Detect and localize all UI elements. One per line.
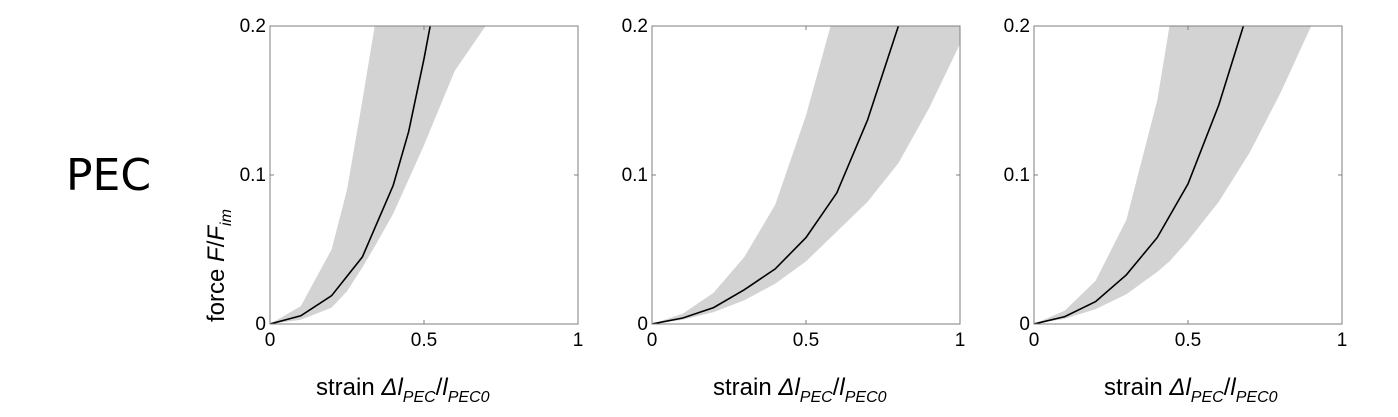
x-tick-label: 0.5 bbox=[1175, 330, 1201, 351]
x-tick-label: 0 bbox=[647, 330, 658, 351]
y-tick-label: 0.1 bbox=[240, 165, 266, 186]
x-tick-label: 0 bbox=[1029, 330, 1040, 351]
y-tick-label: 0.2 bbox=[240, 16, 266, 37]
y-tick-label: 0.2 bbox=[622, 16, 648, 37]
y-tick-label: 0 bbox=[255, 314, 266, 335]
y-tick-label: 0 bbox=[1019, 314, 1030, 335]
x-tick-label: 1 bbox=[1337, 330, 1348, 351]
mean-curve bbox=[270, 26, 431, 324]
x-axis-title-1: strain ΔlPEC/lPEC0 bbox=[316, 374, 490, 406]
x-tick-label: 1 bbox=[573, 330, 584, 351]
subplot-1: 0 0.5 1 0 0.1 0.2 bbox=[240, 16, 584, 351]
y-axis-title: force F/Fim bbox=[203, 209, 235, 322]
x-axis-title-3: strain ΔlPEC/lPEC0 bbox=[1104, 374, 1278, 406]
confidence-band bbox=[270, 26, 486, 324]
x-tick-label: 0.5 bbox=[793, 330, 819, 351]
mean-curve bbox=[1034, 26, 1245, 324]
x-tick-label: 0.5 bbox=[411, 330, 437, 351]
x-tick-label: 1 bbox=[955, 330, 966, 351]
confidence-band bbox=[652, 26, 960, 324]
confidence-band bbox=[1034, 26, 1312, 324]
subplot-3: 0 0.5 1 0 0.1 0.2 bbox=[1004, 16, 1348, 351]
y-tick-label: 0.1 bbox=[1004, 165, 1030, 186]
x-tick-label: 0 bbox=[265, 330, 276, 351]
x-axis-title-2: strain ΔlPEC/lPEC0 bbox=[713, 374, 887, 406]
row-label: PEC bbox=[66, 150, 151, 201]
subplot-2: 0 0.5 1 0 0.1 0.2 bbox=[622, 16, 966, 351]
mean-curve bbox=[652, 26, 900, 324]
y-tick-label: 0.2 bbox=[1004, 16, 1030, 37]
y-tick-label: 0.1 bbox=[622, 165, 648, 186]
y-tick-label: 0 bbox=[637, 314, 648, 335]
